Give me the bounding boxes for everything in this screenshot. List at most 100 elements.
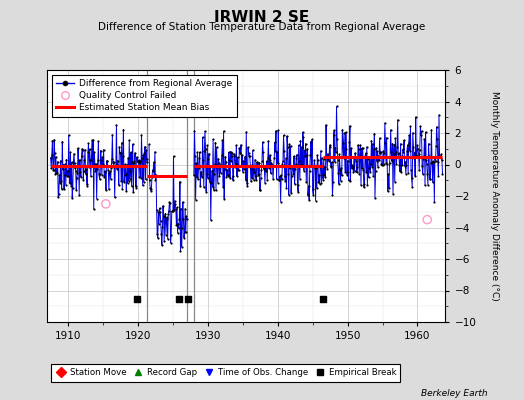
- Point: [85, 146, 94, 152]
- Point: [130, 160, 138, 166]
- Point: [412, 152, 420, 158]
- Point: [299, 129, 307, 136]
- Point: [63, 167, 72, 174]
- Point: [199, 134, 207, 140]
- Point: [167, 232, 176, 239]
- Point: [222, 174, 231, 180]
- Point: [227, 150, 236, 156]
- Point: [301, 152, 309, 159]
- Point: [167, 240, 175, 246]
- Point: [377, 161, 386, 168]
- Point: [410, 150, 419, 156]
- Point: [320, 156, 328, 162]
- Point: [123, 180, 132, 186]
- Point: [343, 157, 352, 164]
- Point: [417, 132, 425, 138]
- Point: [64, 172, 72, 179]
- Point: [179, 216, 188, 222]
- Point: [352, 158, 361, 164]
- Point: [104, 162, 112, 169]
- Point: [71, 168, 80, 174]
- Point: [420, 153, 428, 160]
- Point: [275, 177, 283, 184]
- Legend: Difference from Regional Average, Quality Control Failed, Estimated Station Mean: Difference from Regional Average, Qualit…: [52, 74, 236, 117]
- Point: [105, 186, 113, 192]
- Point: [437, 151, 445, 157]
- Point: [380, 120, 389, 126]
- Text: Berkeley Earth: Berkeley Earth: [421, 389, 487, 398]
- Point: [252, 172, 260, 179]
- Point: [199, 156, 208, 163]
- Point: [238, 152, 246, 158]
- Point: [153, 231, 161, 237]
- Point: [54, 194, 62, 201]
- Point: [173, 230, 182, 236]
- Text: Difference of Station Temperature Data from Regional Average: Difference of Station Temperature Data f…: [99, 22, 425, 32]
- Point: [389, 191, 397, 197]
- Point: [238, 168, 247, 175]
- Point: [248, 174, 256, 181]
- Point: [392, 161, 401, 168]
- Point: [326, 163, 335, 169]
- Point: [204, 175, 212, 181]
- Point: [279, 132, 288, 138]
- Point: [409, 143, 418, 150]
- Point: [231, 164, 239, 170]
- Point: [154, 234, 162, 241]
- Point: [89, 137, 97, 143]
- Point: [149, 159, 158, 165]
- Point: [422, 161, 431, 168]
- Point: [421, 129, 430, 135]
- Point: [62, 156, 71, 163]
- Point: [247, 178, 255, 184]
- Point: [269, 163, 278, 169]
- Point: [139, 179, 148, 185]
- Point: [190, 172, 198, 178]
- Point: [118, 186, 126, 192]
- Point: [288, 173, 296, 180]
- Point: [293, 182, 302, 188]
- Point: [290, 181, 299, 187]
- Point: [359, 184, 368, 190]
- Point: [215, 173, 224, 180]
- Point: [142, 147, 150, 153]
- Point: [60, 172, 69, 178]
- Point: [291, 161, 300, 168]
- Point: [129, 189, 137, 196]
- Point: [213, 163, 221, 170]
- Point: [223, 171, 232, 178]
- Point: [347, 165, 356, 171]
- Point: [209, 184, 217, 190]
- Point: [398, 162, 407, 168]
- Y-axis label: Monthly Temperature Anomaly Difference (°C): Monthly Temperature Anomaly Difference (…: [490, 91, 499, 301]
- Point: [88, 137, 96, 144]
- Point: [268, 162, 277, 168]
- Point: [315, 172, 323, 178]
- Point: [72, 187, 81, 194]
- Point: [138, 182, 147, 189]
- Point: [74, 145, 82, 152]
- Point: [332, 103, 341, 110]
- Point: [212, 187, 220, 193]
- Point: [160, 237, 168, 244]
- Point: [281, 178, 289, 184]
- Point: [225, 157, 234, 164]
- Point: [159, 213, 168, 220]
- Point: [303, 152, 311, 158]
- Point: [179, 199, 187, 205]
- Point: [429, 179, 437, 186]
- Point: [426, 176, 434, 182]
- Point: [406, 123, 414, 130]
- Point: [205, 178, 214, 185]
- Point: [71, 164, 79, 171]
- Point: [147, 187, 155, 194]
- Point: [158, 224, 167, 230]
- Point: [79, 176, 88, 183]
- Point: [255, 159, 263, 166]
- Point: [401, 170, 410, 177]
- Point: [117, 178, 125, 184]
- Point: [125, 178, 133, 184]
- Point: [261, 164, 270, 170]
- Point: [436, 154, 444, 160]
- Point: [183, 216, 191, 222]
